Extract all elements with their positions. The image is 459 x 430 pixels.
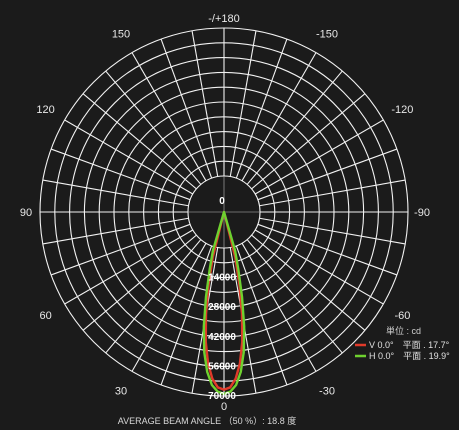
grid-spoke [82,234,197,331]
grid-spoke [160,38,213,179]
grid-spoke [42,217,189,245]
series-layer [202,210,246,396]
angle-label: -150 [316,29,338,41]
legend-label-h: H 0.0° 平面 . 19.9° [369,351,450,361]
grid-spoke [259,217,406,245]
radial-tick-label: 14000 [208,273,236,284]
grid-spoke [251,93,366,190]
grid-spoke [235,245,288,386]
legend: 単位 : cd V 0.0° 平面 . 17.7° H 0.0° 平面 . 19… [355,325,450,361]
grid-spoke [254,119,384,195]
grid-spoke [229,30,257,177]
grid-spoke [251,234,366,331]
grid-spoke [257,223,398,276]
legend-label-v: V 0.0° 平面 . 17.7° [369,340,450,350]
beam-angle-footer: AVERAGE BEAM ANGLE （50 %）: 18.8 度 [118,415,296,426]
radial-tick-label: 28000 [208,302,236,313]
angle-label: 0 [221,401,227,413]
grid-spoke [131,242,207,372]
grid-spoke [105,239,202,354]
angle-label: 120 [36,104,54,116]
angle-label: -30 [319,385,335,397]
angle-label: -120 [391,104,413,116]
series-curve-h [202,210,246,396]
grid-spoke [235,38,288,179]
radial-tick-label: 70000 [208,391,236,402]
grid-spoke [254,229,384,305]
angle-label: -60 [394,310,410,322]
radial-tick-label: 42000 [208,332,236,343]
polar-grid [39,27,409,397]
radial-tick-labels: 0 14000 28000 42000 56000 70000 [208,196,236,402]
grid-spoke [246,70,343,185]
grid-spoke [241,52,317,182]
radial-tick-label: 0 [219,196,225,207]
grid-spoke [191,30,219,177]
grid-spoke [246,239,343,354]
grid-spoke [160,245,213,386]
radial-tick-label: 56000 [208,361,236,372]
grid-spoke [64,229,194,305]
grid-spoke [131,52,207,182]
grid-spoke [64,119,194,195]
grid-spoke [241,242,317,372]
angle-label: 90 [20,207,32,219]
angle-label: 60 [39,310,51,322]
angle-labels: -/+180 -150 150 -120 120 -90 90 -60 60 -30 30 0 [20,13,430,413]
series-curve-v [204,210,244,391]
angle-label: 150 [112,29,130,41]
angle-label: -/+180 [208,13,240,25]
angle-label: -90 [414,207,430,219]
angle-label: 30 [115,385,127,397]
grid-spoke [257,148,398,201]
grid-spoke [50,223,191,276]
grid-spoke [259,179,406,207]
grid-spoke [50,148,191,201]
grid-spoke [105,70,202,185]
grid-spoke [82,93,197,190]
legend-unit: 単位 : cd [386,325,421,336]
grid-spoke [42,179,189,207]
